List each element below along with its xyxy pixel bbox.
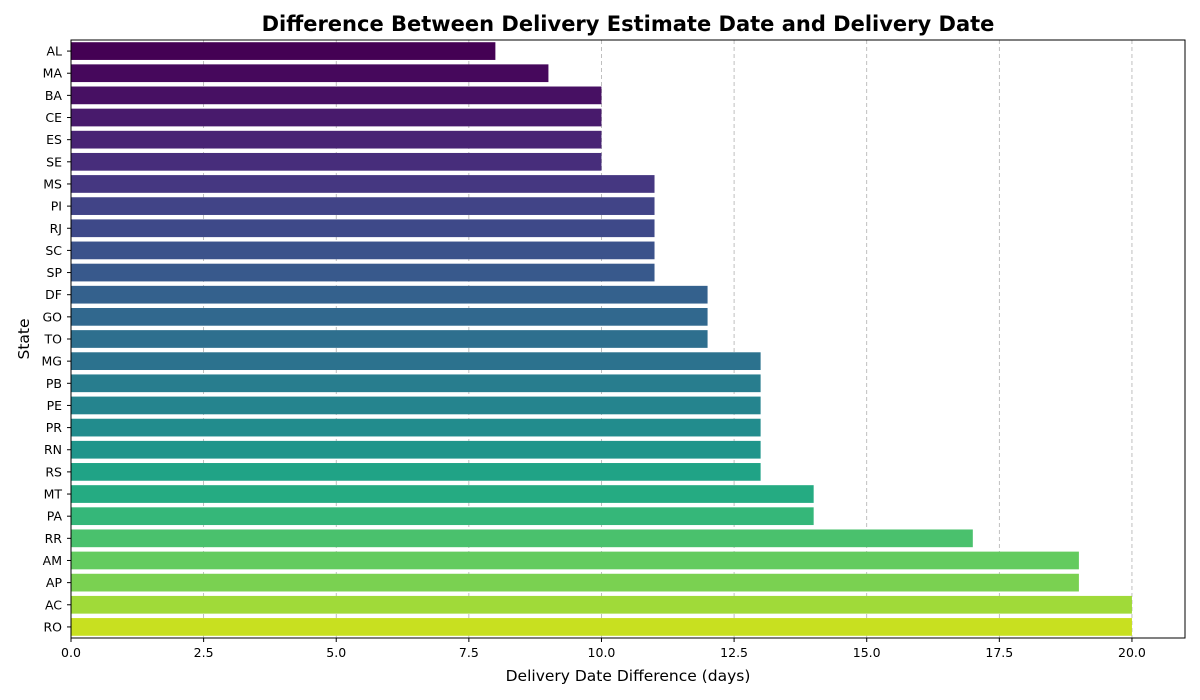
y-tick-label: SP (47, 265, 63, 280)
bar-es (71, 130, 602, 149)
x-tick-label: 20.0 (1118, 645, 1146, 660)
y-tick-label: PR (46, 420, 63, 435)
y-tick-label: ES (46, 132, 62, 147)
bar-rr (71, 529, 973, 548)
y-tick-label: MS (43, 176, 62, 191)
y-tick-label: SE (46, 154, 62, 169)
bar-ms (71, 175, 655, 193)
y-tick-label: AP (46, 575, 63, 590)
chart-title: Difference Between Delivery Estimate Dat… (262, 12, 995, 36)
y-tick-label: DF (45, 287, 62, 302)
bar-am (71, 551, 1079, 570)
y-tick-label: GO (42, 309, 62, 324)
y-tick-label: MA (43, 66, 63, 81)
bar-ce (71, 108, 602, 127)
bar-pi (71, 197, 655, 215)
x-tick-label: 2.5 (194, 645, 214, 660)
y-tick-label: RJ (50, 221, 62, 236)
bar-pr (71, 418, 761, 437)
bar-go (71, 307, 708, 326)
bar-rn (71, 440, 761, 459)
x-tick-label: 0.0 (61, 645, 81, 660)
bar-ba (71, 86, 602, 105)
y-axis-title: State (15, 318, 33, 359)
y-axis-ticks: AL MA BA CE ES SE MS PI RJ SC SP DF GO TO MG PB PE PR RN RS… (42, 44, 71, 634)
y-tick-label: MT (44, 487, 63, 502)
bar-mg (71, 352, 761, 371)
y-tick-label: PA (47, 509, 63, 524)
y-tick-label: AM (43, 553, 62, 568)
y-tick-label: AL (46, 44, 62, 59)
x-tick-label: 12.5 (720, 645, 748, 660)
bar-ma (71, 64, 549, 83)
y-tick-label: CE (45, 110, 62, 125)
bar-df (71, 285, 708, 304)
y-tick-label: MG (42, 354, 62, 369)
y-tick-label: BA (45, 88, 63, 103)
bar-rs (71, 463, 761, 481)
y-tick-label: PE (47, 398, 63, 413)
y-tick-label: TO (44, 332, 63, 347)
x-tick-label: 5.0 (326, 645, 346, 660)
x-axis-title: Delivery Date Difference (days) (506, 667, 751, 685)
x-tick-label: 15.0 (853, 645, 881, 660)
y-tick-label: RS (45, 464, 62, 479)
bar-al (71, 42, 496, 60)
y-tick-label: RN (44, 442, 62, 457)
bar-se (71, 152, 602, 171)
x-tick-label: 7.5 (459, 645, 479, 660)
bar-rj (71, 219, 655, 238)
bar-sp (71, 263, 655, 282)
y-tick-label: PI (51, 199, 62, 214)
bar-pe (71, 396, 761, 415)
y-tick-label: AC (45, 597, 62, 612)
bar-pa (71, 507, 814, 526)
x-tick-label: 10.0 (588, 645, 616, 660)
y-tick-label: RO (43, 619, 62, 634)
bar-ap (71, 573, 1079, 592)
bar-mt (71, 485, 814, 503)
y-tick-label: SC (45, 243, 62, 258)
bar-ro (71, 618, 1132, 636)
x-tick-label: 17.5 (985, 645, 1013, 660)
y-tick-label: RR (45, 531, 63, 546)
bar-sc (71, 241, 655, 260)
bars (71, 42, 1132, 636)
y-tick-label: PB (46, 376, 62, 391)
bar-pb (71, 374, 761, 393)
bar-to (71, 330, 708, 348)
bar-ac (71, 595, 1132, 614)
x-axis-ticks: 0.0 2.5 5.0 7.5 10.0 12.5 15.0 17.5 20.0 (61, 638, 1146, 660)
